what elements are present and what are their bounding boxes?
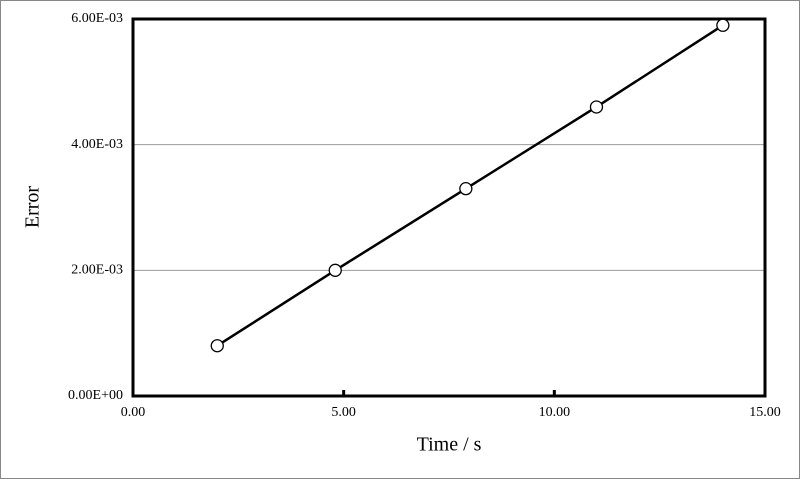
data-point: [210, 339, 224, 353]
y-tick-label: 0.00E+00: [68, 388, 123, 403]
x-tick-label: 5.00: [331, 405, 356, 420]
data-point: [328, 263, 342, 277]
data-point: [589, 100, 604, 114]
x-axis-label: Time / s: [417, 434, 482, 456]
y-axis-label: Error: [22, 186, 44, 229]
x-tick-label: 15.00: [749, 405, 781, 420]
data-point: [716, 18, 730, 32]
x-tick-label: 0.00: [121, 405, 146, 420]
y-tick-label: 6.00E-03: [71, 11, 123, 26]
x-tick-label: 10.00: [539, 405, 571, 420]
y-tick-label: 4.00E-03: [71, 137, 123, 152]
plot-border: [131, 17, 767, 398]
data-point: [459, 181, 473, 196]
y-tick-label: 2.00E-03: [71, 263, 123, 278]
